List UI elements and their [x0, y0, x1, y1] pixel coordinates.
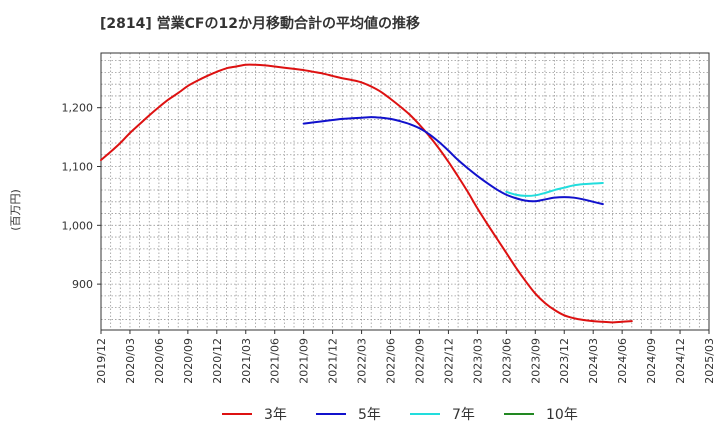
x-tick-label: 2020/12 [211, 338, 224, 384]
x-tick-label: 2024/06 [616, 338, 629, 384]
y-tick-label: 1,100 [62, 161, 94, 174]
x-tick-label: 2024/09 [645, 338, 658, 384]
series-line-3 [505, 181, 604, 197]
legend-label: 7年 [452, 407, 475, 423]
series-line-1 [100, 63, 633, 324]
series-line-2 [302, 116, 604, 206]
x-tick-label: 2024/12 [674, 338, 687, 384]
x-tick-label: 2021/03 [240, 338, 253, 384]
x-tick-label: 2024/03 [587, 338, 600, 384]
legend-label: 10年 [546, 407, 578, 423]
grid [101, 53, 709, 330]
y-axis-label: (百万円) [9, 189, 22, 231]
x-tick-label: 2021/12 [327, 338, 340, 384]
x-tick-label: 2020/06 [153, 338, 166, 384]
x-tick-label: 2023/12 [558, 338, 571, 384]
x-tick-label: 2022/03 [356, 338, 369, 384]
plot-area-border [100, 52, 710, 331]
y-tick-label: 900 [72, 278, 93, 291]
legend-label: 3年 [264, 407, 287, 423]
x-tick-label: 2021/09 [298, 338, 311, 384]
x-tick-label: 2022/12 [442, 338, 455, 384]
x-tick-label: 2022/06 [385, 338, 398, 384]
x-tick-label: 2019/12 [95, 338, 108, 384]
x-tick-label: 2020/09 [182, 338, 195, 384]
x-tick-label: 2025/03 [703, 338, 716, 384]
plot-frame [100, 52, 710, 331]
legend-label: 5年 [358, 407, 381, 423]
legend: 3年 5年 7年 10年 [222, 407, 578, 423]
x-tick-label: 2020/03 [124, 338, 137, 384]
x-tick-label: 2023/09 [529, 338, 542, 384]
x-ticks: 2019/12 2020/03 2020/06 2020/09 2020/12 2021/… [95, 330, 716, 384]
series-lines [100, 63, 633, 324]
x-tick-label: 2023/03 [471, 338, 484, 384]
y-tick-label: 1,000 [62, 219, 94, 232]
chart-title: [2814] 営業CFの12か月移動合計の平均値の推移 [100, 15, 420, 32]
y-tick-label: 1,200 [62, 102, 94, 115]
x-tick-label: 2023/06 [500, 338, 513, 384]
x-tick-label: 2022/09 [413, 338, 426, 384]
y-ticks: 900 1,000 1,100 1,200 [62, 102, 101, 291]
x-tick-label: 2021/06 [269, 338, 282, 384]
